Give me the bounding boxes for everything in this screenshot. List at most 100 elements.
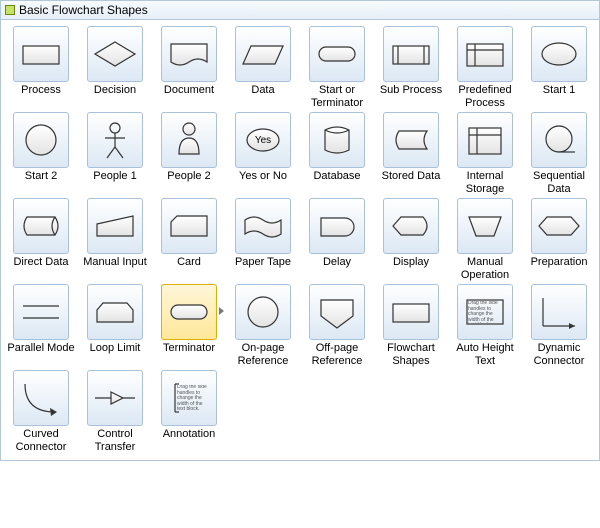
shape-tile-manualinput[interactable] <box>87 198 143 254</box>
shape-cell: Drag the side handles to change the widt… <box>449 284 521 368</box>
shape-tile-parallel[interactable] <box>13 284 69 340</box>
shape-label: Predefined Process <box>449 84 521 110</box>
shape-label: Stored Data <box>382 170 441 196</box>
shape-label: Card <box>177 256 201 282</box>
shape-tile-terminator[interactable] <box>309 26 365 82</box>
shape-cell: Decision <box>79 26 151 110</box>
shape-cell: Start 2 <box>5 112 77 196</box>
shape-label: Sub Process <box>380 84 442 110</box>
shape-tile-terminator[interactable] <box>161 284 217 340</box>
shape-label: Delay <box>323 256 351 282</box>
shape-tile-data[interactable] <box>235 26 291 82</box>
shape-label: Paper Tape <box>235 256 291 282</box>
shape-tile-preparation[interactable] <box>531 198 587 254</box>
shape-label: Annotation <box>163 428 216 454</box>
shape-label: Terminator <box>163 342 215 368</box>
shape-label: Display <box>393 256 429 282</box>
shape-cell: Start or Terminator <box>301 26 373 110</box>
shape-tile-storeddata[interactable] <box>383 112 439 168</box>
shape-tile-predefined[interactable] <box>457 26 513 82</box>
shape-tile-directdata[interactable] <box>13 198 69 254</box>
shape-label: Process <box>21 84 61 110</box>
shape-cell: Sequential Data <box>523 112 595 196</box>
shape-cell: Direct Data <box>5 198 77 282</box>
shape-cell: Card <box>153 198 225 282</box>
shape-tile-annotation[interactable]: Drag the side handles to change the widt… <box>161 370 217 426</box>
shape-cell: Yes Yes or No <box>227 112 299 196</box>
shape-tile-document[interactable] <box>161 26 217 82</box>
shape-label: Document <box>164 84 214 110</box>
shape-cell: Drag the side handles to change the widt… <box>153 370 225 454</box>
shape-cell: Dynamic Connector <box>523 284 595 368</box>
shape-cell: Internal Storage <box>449 112 521 196</box>
shape-label: Start or Terminator <box>301 84 373 110</box>
shape-cell: Process <box>5 26 77 110</box>
shape-tile-process[interactable] <box>13 26 69 82</box>
shape-cell: Predefined Process <box>449 26 521 110</box>
shape-tile-decision[interactable] <box>87 26 143 82</box>
shape-label: Manual Input <box>83 256 147 282</box>
shapes-panel: Basic Flowchart Shapes Process Decision Do… <box>0 0 600 461</box>
shape-label: Decision <box>94 84 136 110</box>
shape-cell: People 2 <box>153 112 225 196</box>
shape-label: Yes or No <box>239 170 287 196</box>
shape-tile-subprocess[interactable] <box>383 26 439 82</box>
shape-tile-papertape[interactable] <box>235 198 291 254</box>
svg-text:Yes: Yes <box>255 135 271 146</box>
shape-cell: Control Transfer <box>79 370 151 454</box>
shape-label: On-page Reference <box>227 342 299 368</box>
panel-title: Basic Flowchart Shapes <box>19 3 148 17</box>
shape-cell: Database <box>301 112 373 196</box>
shape-tile-looplimit[interactable] <box>87 284 143 340</box>
shape-label: Loop Limit <box>90 342 141 368</box>
shape-label: Dynamic Connector <box>523 342 595 368</box>
shape-cell: Terminator <box>153 284 225 368</box>
shape-tile-delay[interactable] <box>309 198 365 254</box>
shape-tile-seqdata[interactable] <box>531 112 587 168</box>
shape-cell: Start 1 <box>523 26 595 110</box>
shape-cell: Off-page Reference <box>301 284 373 368</box>
shape-tile-people1[interactable] <box>87 112 143 168</box>
shape-cell: Manual Operation <box>449 198 521 282</box>
shape-cell: Stored Data <box>375 112 447 196</box>
shape-cell: People 1 <box>79 112 151 196</box>
shape-cell: Parallel Mode <box>5 284 77 368</box>
shape-tile-people2[interactable] <box>161 112 217 168</box>
shape-cell: Document <box>153 26 225 110</box>
shape-label: Parallel Mode <box>7 342 74 368</box>
shape-label: People 2 <box>167 170 210 196</box>
shape-cell: Paper Tape <box>227 198 299 282</box>
panel-titlebar: Basic Flowchart Shapes <box>1 1 599 20</box>
shape-tile-autoheight[interactable]: Drag the side handles to change the widt… <box>457 284 513 340</box>
shape-cell: On-page Reference <box>227 284 299 368</box>
shape-tile-yesno[interactable]: Yes <box>235 112 291 168</box>
shape-label: Control Transfer <box>79 428 151 454</box>
shape-label: People 1 <box>93 170 136 196</box>
shape-label: Direct Data <box>13 256 68 282</box>
shape-tile-ellipse[interactable] <box>531 26 587 82</box>
shape-cell: Data <box>227 26 299 110</box>
shape-tile-card[interactable] <box>161 198 217 254</box>
shape-cell: Delay <box>301 198 373 282</box>
shape-tile-curved[interactable] <box>13 370 69 426</box>
shape-cell: Display <box>375 198 447 282</box>
shape-label: Auto Height Text <box>449 342 521 368</box>
shape-tile-offpage[interactable] <box>309 284 365 340</box>
shape-tile-circle[interactable] <box>13 112 69 168</box>
shape-cell: Loop Limit <box>79 284 151 368</box>
shape-tile-dynconn[interactable] <box>531 284 587 340</box>
shape-label: Internal Storage <box>449 170 521 196</box>
panel-icon <box>5 5 15 15</box>
shape-label: Sequential Data <box>523 170 595 196</box>
shape-tile-manualop[interactable] <box>457 198 513 254</box>
shape-tile-database[interactable] <box>309 112 365 168</box>
shape-tile-process[interactable] <box>383 284 439 340</box>
shape-tile-circle[interactable] <box>235 284 291 340</box>
shape-tile-controltransfer[interactable] <box>87 370 143 426</box>
shape-cell: Sub Process <box>375 26 447 110</box>
shape-tile-internalstorage[interactable] <box>457 112 513 168</box>
shapes-grid: Process Decision Document Data Start or Term… <box>1 20 599 460</box>
shape-tile-display[interactable] <box>383 198 439 254</box>
shape-label: Data <box>251 84 274 110</box>
shape-label: Start 1 <box>543 84 575 110</box>
